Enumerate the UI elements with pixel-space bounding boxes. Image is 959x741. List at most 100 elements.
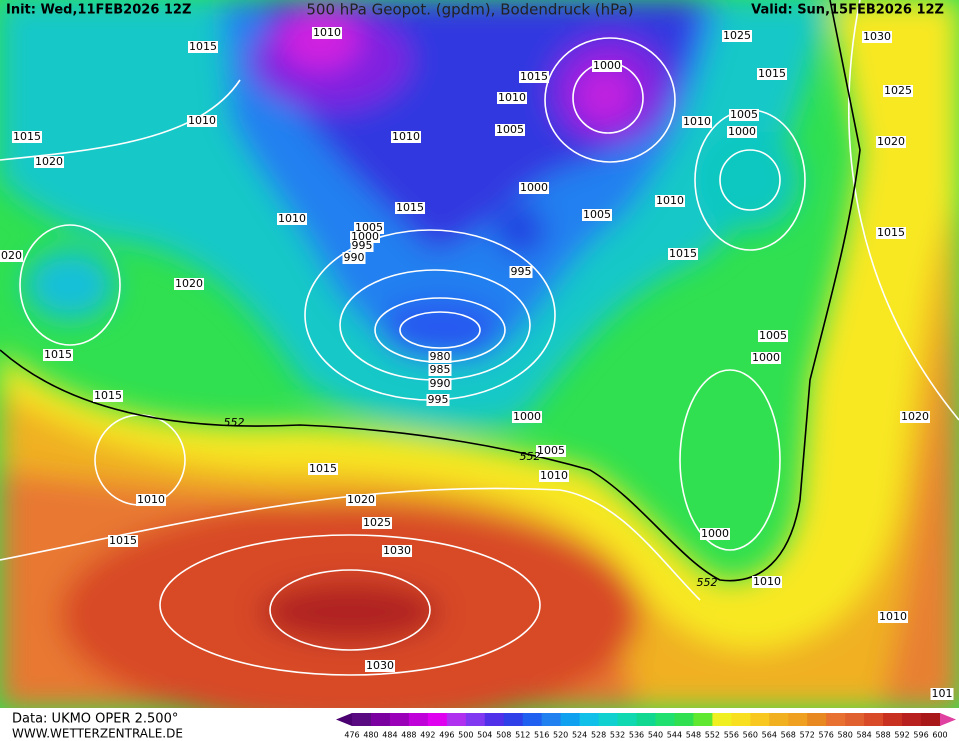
isobar-label: 1015 bbox=[520, 70, 548, 83]
isobar-label: 1025 bbox=[363, 516, 391, 529]
label-box bbox=[93, 390, 123, 402]
colorbar-cell bbox=[655, 713, 675, 726]
isobar-label: 1010 bbox=[753, 575, 781, 588]
colorbar-cell bbox=[693, 713, 713, 726]
colorbar-tick-label: 476 bbox=[344, 731, 359, 740]
label-box bbox=[428, 364, 452, 376]
label-box bbox=[751, 352, 781, 364]
colorbar-tick-label: 512 bbox=[515, 731, 530, 740]
colorbar-cell bbox=[750, 713, 770, 726]
label-box bbox=[536, 445, 566, 457]
isobar-label: 1020 bbox=[0, 249, 22, 262]
label-box bbox=[862, 31, 892, 43]
colorbar-tick-label: 480 bbox=[363, 731, 378, 740]
isobar-label: 1015 bbox=[877, 226, 905, 239]
colorbar-tick-label: 520 bbox=[553, 731, 568, 740]
isobar-label: 1015 bbox=[13, 130, 41, 143]
label-box bbox=[509, 266, 533, 278]
label-box bbox=[188, 41, 218, 53]
colorbar-tick-label: 536 bbox=[629, 731, 644, 740]
colorbar-tick-label: 556 bbox=[724, 731, 739, 740]
map-title: 500 hPa Geopot. (gpdm), Bodendruck (hPa) bbox=[306, 1, 633, 19]
isobar-label: 1000 bbox=[351, 230, 379, 243]
label-box bbox=[497, 92, 527, 104]
label-box bbox=[876, 136, 906, 148]
colorbar-cell bbox=[484, 713, 505, 726]
valid-time: Valid: Sun,15FEB2026 12Z bbox=[751, 3, 944, 18]
isobar-label: 1010 bbox=[498, 91, 526, 104]
colorbar-tick-label: 488 bbox=[401, 731, 416, 740]
isobar-label: 1030 bbox=[383, 544, 411, 557]
colorbar-tick-label: 568 bbox=[781, 731, 796, 740]
label-box bbox=[0, 250, 23, 262]
isobar-label: 1020 bbox=[35, 155, 63, 168]
colorbar-cell bbox=[617, 713, 638, 726]
colorbar-cell bbox=[636, 713, 656, 726]
isobar-label: 1005 bbox=[537, 444, 565, 457]
isobar-label: 1025 bbox=[723, 29, 751, 42]
label-box bbox=[382, 545, 412, 557]
label-box bbox=[308, 463, 338, 475]
colorbar-cell bbox=[446, 713, 467, 726]
isobar-label: 552 bbox=[520, 450, 541, 463]
label-box bbox=[350, 240, 374, 252]
isobar-label: 1015 bbox=[396, 201, 424, 214]
isobar-label: 1000 bbox=[701, 527, 729, 540]
isobar-label: 1030 bbox=[863, 30, 891, 43]
colorbar-tick-label: 544 bbox=[667, 731, 682, 740]
colorbar-tick-label: 588 bbox=[875, 731, 890, 740]
colorbar-cell bbox=[408, 713, 429, 726]
colorbar-tick-label: 528 bbox=[591, 731, 606, 740]
colorbar-cell bbox=[921, 713, 941, 726]
colorbar-cell bbox=[579, 713, 600, 726]
colorbar-cell bbox=[503, 713, 524, 726]
colorbar-tick-label: 552 bbox=[705, 731, 720, 740]
isobar-label: 1015 bbox=[44, 348, 72, 361]
isobar-label: 995 bbox=[428, 393, 449, 406]
label-box bbox=[108, 535, 138, 547]
label-box bbox=[12, 131, 42, 143]
colorbar-cell bbox=[522, 713, 543, 726]
colorbar-tick-label: 600 bbox=[932, 731, 947, 740]
isobar-label: 1010 bbox=[278, 212, 306, 225]
colorbar-cell bbox=[731, 713, 751, 726]
isobar-label: 1020 bbox=[347, 493, 375, 506]
label-box bbox=[136, 494, 166, 506]
colorbar-tick-label: 532 bbox=[610, 731, 625, 740]
label-box bbox=[512, 411, 542, 423]
label-box bbox=[930, 688, 954, 700]
colorbar-cell bbox=[465, 713, 486, 726]
isobar-label: 1000 bbox=[728, 125, 756, 138]
isobar-label: 1010 bbox=[683, 115, 711, 128]
label-box bbox=[519, 71, 549, 83]
isobar-label: 1010 bbox=[540, 469, 568, 482]
isobar-label: 1005 bbox=[730, 108, 758, 121]
label-box bbox=[592, 60, 622, 72]
isobar-labels: 1015 1010 1025 1030 1015 1000 1015 1025 1010 1010… bbox=[0, 26, 954, 700]
colorbar-tick-label: 500 bbox=[458, 731, 473, 740]
colorbar-tick-label: 516 bbox=[534, 731, 549, 740]
isobar-label: 1005 bbox=[583, 208, 611, 221]
isobar-label: 1015 bbox=[94, 389, 122, 402]
colorbar-tick-label: 484 bbox=[382, 731, 397, 740]
label-box bbox=[758, 330, 788, 342]
label-box bbox=[362, 517, 392, 529]
isobar-label: 990 bbox=[430, 377, 451, 390]
label-box bbox=[391, 131, 421, 143]
isobar-label: 1010 bbox=[137, 493, 165, 506]
isobar-label: 1000 bbox=[520, 181, 548, 194]
colorbar-cell bbox=[940, 713, 956, 726]
isobar-label: 980 bbox=[430, 350, 451, 363]
colorbar-cell bbox=[807, 713, 827, 726]
data-source: Data: UKMO OPER 2.500° bbox=[12, 712, 178, 727]
label-box bbox=[395, 202, 425, 214]
isobar-label: 995 bbox=[511, 265, 532, 278]
label-box bbox=[187, 115, 217, 127]
label-box bbox=[495, 124, 525, 136]
label-box bbox=[668, 248, 698, 260]
colorbar-cell bbox=[769, 713, 789, 726]
colorbar-cell bbox=[845, 713, 865, 726]
isobar-label: 1005 bbox=[496, 123, 524, 136]
